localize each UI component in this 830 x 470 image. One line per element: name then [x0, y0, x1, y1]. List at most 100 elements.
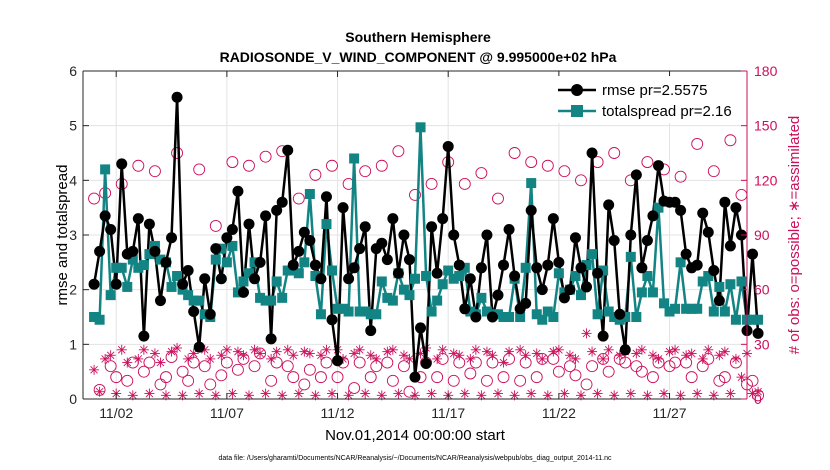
totalspread-point — [664, 306, 675, 317]
possible-obs-point — [182, 374, 195, 387]
assimilated-obs-point — [487, 350, 498, 361]
totalspread-point — [681, 303, 692, 314]
rmse-point — [348, 262, 360, 274]
possible-obs-point — [326, 159, 338, 172]
totalspread-point — [255, 292, 266, 303]
totalspread-point — [349, 153, 360, 164]
totalspread-point — [94, 314, 105, 325]
possible-obs-point — [386, 374, 399, 387]
rmse-point — [309, 259, 321, 271]
rmse-point — [581, 281, 593, 293]
possible-obs-point — [525, 156, 538, 169]
possible-obs-point — [381, 356, 394, 369]
assimilated-obs-point — [553, 344, 564, 355]
totalspread-point — [266, 295, 277, 306]
possible-obs-point — [243, 159, 255, 172]
y-left-tick-label: 1 — [69, 336, 77, 352]
assimilated-obs-point — [426, 388, 437, 399]
assimilated-obs-point — [310, 390, 321, 401]
assimilated-obs-point — [470, 344, 481, 355]
totalspread-point — [697, 276, 708, 287]
rmse-point — [88, 278, 100, 290]
totalspread-point — [155, 254, 166, 265]
totalspread-point — [636, 287, 647, 298]
totalspread-point — [310, 271, 321, 281]
rmse-point — [143, 218, 155, 230]
assimilated-obs-point — [127, 390, 138, 401]
totalspread-point — [730, 314, 741, 325]
rmse-point — [326, 314, 338, 326]
possible-obs-point — [563, 360, 576, 373]
possible-obs-point — [580, 378, 593, 391]
assimilated-obs-point — [354, 344, 365, 355]
rmse-point — [547, 213, 559, 225]
totalspread-point — [315, 309, 326, 320]
totalspread-point — [221, 257, 232, 268]
possible-obs-point — [160, 371, 172, 384]
rmse-point — [652, 160, 664, 172]
possible-obs-point — [425, 178, 438, 190]
rmse-point — [603, 199, 615, 211]
totalspread-point — [570, 271, 581, 281]
totalspread-point — [753, 314, 764, 325]
possible-obs-point — [348, 382, 361, 395]
assimilated-obs-point — [249, 344, 260, 355]
y-axis-right-label: # of obs: o=possible; ∗=assimilated — [786, 116, 803, 355]
totalspread-point — [531, 309, 542, 320]
totalspread-point — [515, 312, 526, 322]
assimilated-obs-point — [382, 346, 393, 357]
assimilated-obs-point — [360, 388, 371, 399]
x-tick-label: 11/02 — [99, 405, 133, 421]
assimilated-obs-point — [670, 344, 681, 355]
rmse-point — [542, 259, 554, 271]
totalspread-point — [188, 295, 199, 306]
totalspread-point — [410, 273, 420, 284]
totalspread-point — [100, 164, 111, 175]
assimilated-obs-point — [592, 388, 603, 399]
assimilated-obs-point — [327, 388, 337, 399]
totalspread-point — [548, 312, 559, 322]
possible-obs-point — [132, 159, 145, 172]
totalspread-point — [598, 265, 609, 276]
assimilated-obs-point — [659, 388, 669, 399]
legend-box — [552, 76, 742, 123]
totalspread-point — [708, 306, 719, 317]
rmse-point — [381, 254, 393, 266]
totalspread-point — [321, 219, 332, 230]
rmse-point — [531, 262, 543, 274]
rmse-point — [359, 221, 371, 233]
rmse-point — [177, 278, 189, 290]
rmse-point — [475, 262, 487, 274]
rmse-point — [459, 303, 471, 315]
totalspread-point — [199, 309, 210, 320]
x-tick-label: 11/12 — [321, 405, 355, 421]
assimilated-obs-point — [376, 390, 387, 401]
rmse-point — [614, 308, 626, 320]
rmse-point — [160, 256, 172, 268]
rmse-point — [437, 213, 449, 225]
possible-obs-point — [552, 365, 565, 378]
possible-obs-point — [364, 371, 377, 384]
assimilated-obs-point — [271, 346, 282, 357]
assimilated-obs-point — [100, 353, 111, 364]
y-axis-left-label: rmse and totalspread — [54, 165, 71, 306]
totalspread-point — [332, 303, 343, 314]
rmse-point — [525, 204, 537, 216]
assimilated-obs-point — [631, 348, 642, 359]
possible-obs-point — [148, 165, 161, 178]
rmse-point — [94, 245, 106, 257]
totalspread-point — [498, 312, 509, 322]
totalspread-point — [736, 276, 747, 287]
rmse-point — [343, 273, 355, 285]
possible-obs-point — [331, 371, 344, 384]
totalspread-point — [603, 306, 614, 317]
possible-obs-point — [303, 363, 316, 376]
possible-obs-point — [409, 188, 421, 201]
possible-obs-point — [458, 178, 471, 190]
assimilated-obs-point — [266, 353, 277, 364]
possible-obs-point — [359, 165, 372, 178]
possible-obs-point — [171, 147, 184, 159]
rmse-point — [276, 196, 288, 208]
totalspread-point — [304, 189, 315, 199]
